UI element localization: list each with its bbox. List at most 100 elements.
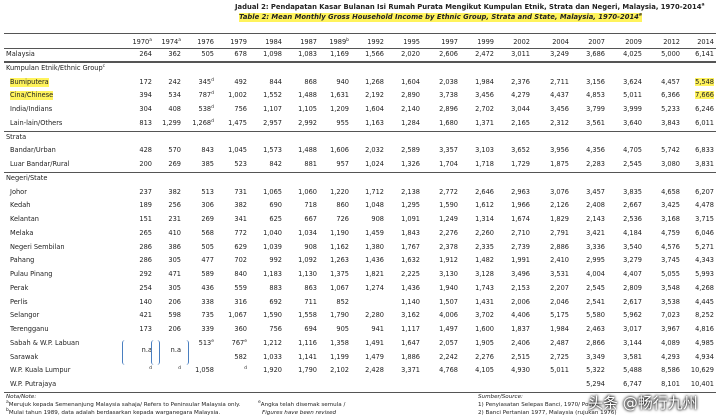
table-cell: 5,294 <box>565 380 605 389</box>
rule-line <box>4 391 716 393</box>
cell-text: 1,718 <box>475 160 494 168</box>
table-cell: 231 <box>141 215 181 224</box>
cell-text: 1,475 <box>228 118 247 127</box>
cell-text: 2,225 <box>401 270 420 278</box>
cell-text: 3,249 <box>550 50 569 58</box>
cell-text: 1,790 <box>298 366 317 375</box>
cell-text: 1,552 <box>263 91 282 100</box>
section-text: Negeri/State <box>6 173 48 182</box>
table-cell: 3,999 <box>602 105 642 114</box>
cell-text: 1992 <box>367 38 384 46</box>
cell-text: 3,799 <box>586 105 605 113</box>
table-cell: 1,060 <box>277 188 317 197</box>
cell-text: 2,515 <box>511 352 530 361</box>
table-cell: 694 <box>277 325 317 334</box>
table-cell: 1,491 <box>344 339 384 348</box>
table-cell: 1,067 <box>309 284 349 293</box>
cell-text: 3,017 <box>623 325 642 333</box>
cell-text: 4,279 <box>511 91 530 100</box>
cell-text: 4,457 <box>661 77 680 86</box>
table-cell: 1,718 <box>454 160 494 169</box>
cell-text: 269 <box>201 215 214 223</box>
source-heading: Sumber/Source: <box>478 393 523 400</box>
cell-text: 2,165 <box>511 118 530 127</box>
cell-text: 2,260 <box>475 228 494 237</box>
cell-text: 3,548 <box>661 283 680 292</box>
cell-text: 1,920 <box>263 366 282 375</box>
table-cell: 4,478 <box>674 201 714 210</box>
table-cell: 1,905 <box>454 339 494 348</box>
table-cell: 1,314 <box>454 215 494 224</box>
cell-text: 881 <box>304 160 317 168</box>
table-cell: 1,024 <box>344 160 384 169</box>
table-cell: 731 <box>207 188 247 197</box>
cell-text: 3,538 <box>661 297 680 306</box>
cell-text: 3,279 <box>623 256 642 265</box>
cell-text: 3,967 <box>661 325 680 333</box>
section-header: Negeri/State <box>6 174 47 183</box>
table-cell: 3,831 <box>674 160 714 169</box>
cell-text: 1,790 <box>330 311 349 320</box>
table-cell: 813 <box>112 119 152 128</box>
cell-text: 1,060 <box>298 187 317 196</box>
table-cell: 2,140 <box>380 105 420 114</box>
cell-text: 410 <box>168 228 181 237</box>
table-cell: 4,705 <box>602 146 642 155</box>
table-cell: 1,436 <box>380 284 420 293</box>
cell-text: 1,092 <box>298 256 317 265</box>
table-cell: 1,130 <box>277 270 317 279</box>
cell-text: 3,496 <box>511 270 530 278</box>
column-header: 2012 <box>640 38 680 47</box>
cell-text: 200 <box>139 160 152 168</box>
table-cell: 756 <box>242 325 282 334</box>
table-cell: 2,335 <box>454 243 494 252</box>
table-cell: 881 <box>277 160 317 169</box>
table-cell: 189 <box>112 201 152 210</box>
cell-text: 690 <box>269 201 282 210</box>
cell-text: 5,580 <box>586 311 605 320</box>
cell-text: 1,875 <box>550 160 569 168</box>
cell-text: 6,833 <box>695 146 714 155</box>
table-cell: 3,715 <box>674 215 714 224</box>
cell-text: 842 <box>269 160 282 168</box>
cell-text: 1989 <box>329 38 347 46</box>
cell-text: 3,011 <box>511 50 530 58</box>
cell-text: 955 <box>336 118 349 127</box>
cell-text: 3,745 <box>661 256 680 265</box>
cell-text: 718 <box>304 201 317 210</box>
table-cell: 1,295 <box>380 201 420 210</box>
table-cell: 3,144 <box>602 339 642 348</box>
cell-text: 1974 <box>161 38 179 46</box>
table-cell: 477 <box>174 256 214 265</box>
cell-text: 231 <box>168 215 181 223</box>
table-cell: 3,956 <box>529 146 569 155</box>
note-revised-en: Figures have been revised <box>262 409 337 415</box>
table-cell: 908 <box>277 243 317 252</box>
table-cell: 306 <box>174 201 214 210</box>
table-cell: 5,011 <box>529 366 569 375</box>
row-label: Lain-lain/Others <box>10 118 63 127</box>
table-cell: 4,985 <box>674 339 714 348</box>
table-cell: 1,767 <box>380 243 420 252</box>
table-cell: 2,463 <box>565 325 605 334</box>
cell-text: 3,686 <box>586 50 605 58</box>
cell-text: 1,573 <box>263 146 282 155</box>
table-cell: 4,268 <box>674 284 714 293</box>
table-cell: 568 <box>174 229 214 238</box>
table-cell: 629 <box>207 243 247 252</box>
cell-text: 421 <box>139 311 152 320</box>
cell-text: 772 <box>234 228 247 237</box>
cell-text: 852 <box>336 297 349 306</box>
cell-text: 2,408 <box>586 201 605 210</box>
table-cell: 3,336 <box>565 243 605 252</box>
table-cell: 1,984 <box>529 325 569 334</box>
cell-text: 3,581 <box>623 352 642 361</box>
table-cell: 1,984 <box>454 78 494 87</box>
table-cell: 2,408 <box>565 201 605 210</box>
cell-text: 3,999 <box>623 105 642 113</box>
footnote-mark: a <box>149 37 152 43</box>
cell-text: 1997 <box>441 38 458 46</box>
cell-text: 2,126 <box>550 201 569 210</box>
table-cell: 10,629 <box>674 366 714 375</box>
table-cell: 1,091 <box>380 215 420 224</box>
